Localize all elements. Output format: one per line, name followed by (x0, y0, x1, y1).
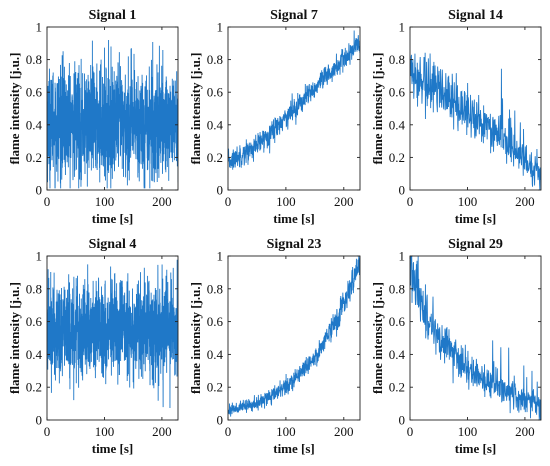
chart-title: Signal 29 (448, 237, 503, 252)
x-tick-label: 100 (458, 424, 478, 439)
plot-frame (46, 255, 179, 421)
panel-signal-1: 0 100 200 0 0.2 0.4 0.6 0.8 1 Signal 1 time [s] fla… (7, 8, 179, 226)
chart-title: Signal 4 (89, 237, 137, 252)
x-tick-label: 0 (225, 194, 232, 209)
y-axis-label: flame intensity [j.u.] (370, 53, 385, 165)
x-tick-label: 100 (276, 194, 296, 209)
panel-signal-4: 0 100 200 0 0.2 0.4 0.6 0.8 1 Signal 4 time [s] fla… (7, 237, 179, 456)
plot-frame (227, 26, 361, 191)
y-tick-label: 0.6 (389, 85, 406, 100)
x-tick-label: 100 (458, 194, 478, 209)
x-tick-label: 200 (152, 194, 172, 209)
plot-frame (46, 26, 179, 191)
x-axis-label: time [s] (273, 441, 315, 456)
x-tick-label: 0 (407, 424, 414, 439)
x-tick-label: 100 (95, 424, 115, 439)
y-tick-label: 0 (399, 183, 406, 198)
y-tick-label: 0.8 (26, 281, 42, 296)
x-tick-label: 0 (407, 194, 414, 209)
y-tick-label: 0.2 (26, 380, 42, 395)
chart-title: Signal 7 (270, 8, 318, 23)
y-axis-label: flame intensity [j.u.] (370, 282, 385, 394)
y-tick-label: 0 (36, 183, 43, 198)
chart-title: Signal 23 (267, 237, 322, 252)
x-tick-label: 100 (276, 424, 296, 439)
y-tick-label: 1 (399, 20, 406, 35)
x-axis-label: time [s] (455, 211, 497, 226)
series-line (47, 40, 178, 189)
panel-signal-14: 0 100 200 0 0.2 0.4 0.6 0.8 1 Signal 14 time [s] fl… (370, 8, 542, 226)
y-tick-label: 0.6 (389, 314, 406, 329)
series-line (410, 256, 541, 420)
y-tick-label: 0.4 (207, 347, 224, 362)
panel-signal-7: 0 100 200 0 0.2 0.4 0.6 0.8 1 Signal 7 time [s] fla… (188, 8, 361, 226)
plot-frame (409, 26, 542, 191)
y-tick-label: 0 (36, 413, 43, 428)
y-tick-label: 0.2 (207, 150, 223, 165)
chart-title: Signal 14 (448, 8, 503, 23)
series-line (228, 256, 360, 417)
x-tick-label: 200 (334, 424, 354, 439)
x-axis-label: time [s] (92, 211, 134, 226)
x-tick-label: 100 (95, 194, 115, 209)
x-tick-label: 0 (225, 424, 232, 439)
y-axis-label: flame intensity [j.u.] (188, 53, 203, 165)
series-line (410, 52, 541, 190)
x-tick-label: 0 (44, 424, 51, 439)
y-axis-label: flame intensity [j.u.] (188, 282, 203, 394)
y-tick-label: 1 (36, 249, 43, 264)
y-tick-label: 0.4 (389, 347, 406, 362)
series-line (228, 30, 360, 170)
y-tick-label: 0.8 (389, 52, 405, 67)
y-tick-label: 1 (217, 20, 224, 35)
y-tick-label: 0 (217, 413, 224, 428)
y-tick-label: 0.2 (26, 150, 42, 165)
y-tick-label: 0.8 (207, 281, 223, 296)
plot-frame (227, 255, 361, 421)
x-axis-label: time [s] (455, 441, 497, 456)
x-tick-label: 0 (44, 194, 51, 209)
y-tick-label: 0.8 (389, 281, 405, 296)
y-tick-label: 0.8 (207, 52, 223, 67)
y-tick-label: 0.4 (207, 117, 224, 132)
x-tick-label: 200 (152, 424, 172, 439)
y-tick-label: 1 (217, 249, 224, 264)
y-tick-label: 0.6 (207, 314, 224, 329)
panel-signal-29: 0 100 200 0 0.2 0.4 0.6 0.8 1 Signal 29 time [s] fl… (370, 237, 542, 456)
x-tick-label: 200 (334, 194, 354, 209)
x-axis-label: time [s] (273, 211, 315, 226)
x-tick-label: 200 (515, 194, 535, 209)
y-tick-label: 0.8 (26, 52, 42, 67)
y-tick-label: 1 (399, 249, 406, 264)
y-tick-label: 0.4 (26, 117, 43, 132)
chart-title: Signal 1 (89, 8, 137, 23)
y-tick-label: 0.6 (26, 314, 43, 329)
y-tick-label: 0.2 (389, 150, 405, 165)
plot-frame (409, 255, 542, 421)
y-tick-label: 0.4 (389, 117, 406, 132)
panel-signal-23: 0 100 200 0 0.2 0.4 0.6 0.8 1 Signal 23 time [s] fl… (188, 237, 361, 456)
y-tick-label: 1 (36, 20, 43, 35)
y-tick-label: 0.2 (207, 380, 223, 395)
series-line (47, 259, 178, 408)
y-tick-label: 0.6 (207, 85, 224, 100)
y-tick-label: 0.4 (26, 347, 43, 362)
x-tick-label: 200 (515, 424, 535, 439)
y-tick-label: 0 (399, 413, 406, 428)
y-tick-label: 0.6 (26, 85, 43, 100)
y-tick-label: 0.2 (389, 380, 405, 395)
y-axis-label: flame intensity [j.u.] (7, 53, 22, 165)
x-axis-label: time [s] (92, 441, 134, 456)
y-tick-label: 0 (217, 183, 224, 198)
y-axis-label: flame intensity [j.u.] (7, 282, 22, 394)
